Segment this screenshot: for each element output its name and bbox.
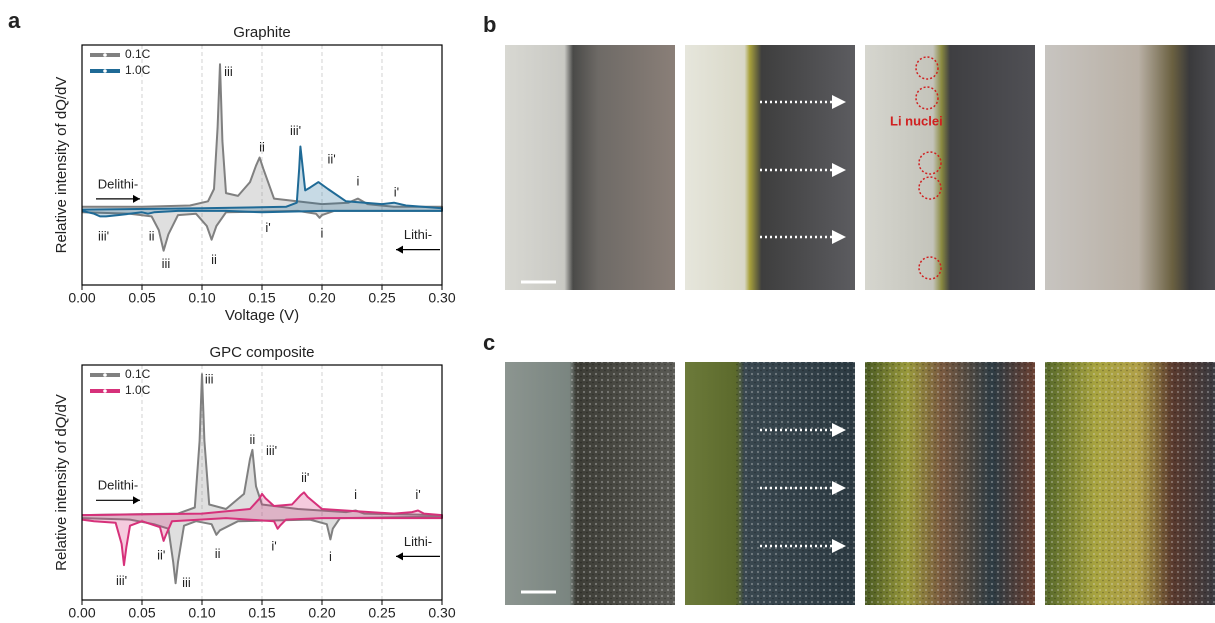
annotation: iii' bbox=[290, 123, 301, 138]
panel-label: b bbox=[483, 12, 496, 37]
x-tick-label: 0.30 bbox=[428, 605, 455, 621]
x-tick-label: 0.05 bbox=[128, 605, 155, 621]
panel-label: c bbox=[483, 330, 495, 355]
legend-marker bbox=[103, 53, 107, 57]
micrograph bbox=[505, 45, 675, 290]
annotation: iii bbox=[182, 575, 191, 590]
micrograph-row-b: Li nuclei bbox=[505, 45, 1215, 290]
annotation: Lithi- bbox=[404, 227, 432, 242]
texture bbox=[865, 362, 1035, 605]
annotation-arrow-head bbox=[133, 496, 140, 505]
annotation: i' bbox=[394, 185, 399, 200]
texture bbox=[1045, 362, 1215, 605]
annotation: ii' bbox=[327, 152, 335, 167]
annotation: i bbox=[321, 226, 324, 241]
data-line bbox=[81, 63, 443, 252]
panel-label: a bbox=[8, 8, 21, 33]
data-line bbox=[81, 491, 443, 567]
legend-label: 0.1C bbox=[125, 367, 151, 381]
arrow-heads bbox=[832, 423, 846, 553]
y-axis-label: Relative intensity of dQ/dV bbox=[53, 77, 70, 254]
annotation: iii bbox=[224, 64, 233, 79]
texture bbox=[570, 362, 675, 605]
x-axis-label: Voltage (V) bbox=[225, 622, 299, 623]
annotation-arrow-head bbox=[396, 245, 403, 254]
x-tick-label: 0.00 bbox=[68, 605, 95, 621]
legend-marker bbox=[103, 69, 107, 73]
annotation: Lithi- bbox=[404, 534, 432, 549]
annotation: ii bbox=[211, 252, 217, 267]
annotation: iii bbox=[205, 372, 214, 387]
x-tick-label: 0.05 bbox=[128, 290, 155, 306]
annotation: i' bbox=[415, 487, 420, 502]
micrograph-row-c bbox=[505, 362, 1215, 605]
x-tick-label: 0.10 bbox=[188, 605, 215, 621]
legend-label: 0.1C bbox=[125, 47, 151, 61]
annotation: i' bbox=[271, 538, 276, 553]
annotation: i bbox=[329, 549, 332, 564]
chart-title: Graphite bbox=[233, 24, 291, 41]
x-tick-label: 0.30 bbox=[428, 290, 455, 306]
annotation: ii' bbox=[301, 470, 309, 485]
annotation: iii bbox=[162, 256, 171, 271]
x-tick-label: 0.20 bbox=[308, 605, 335, 621]
growth-arrows bbox=[760, 428, 832, 548]
data-line bbox=[81, 145, 443, 218]
micrograph bbox=[1045, 45, 1215, 290]
annotation-arrow-head bbox=[396, 552, 403, 561]
annotation: ii bbox=[259, 139, 265, 154]
legend-label: 1.0C bbox=[125, 383, 151, 397]
legend-marker bbox=[103, 389, 107, 393]
x-tick-label: 0.00 bbox=[68, 290, 95, 306]
micrograph bbox=[865, 45, 1035, 290]
annotation: Delithi- bbox=[98, 478, 138, 493]
annotation: ii bbox=[215, 546, 221, 561]
x-tick-label: 0.15 bbox=[248, 605, 275, 621]
image-annotation: Li nuclei bbox=[890, 113, 943, 128]
plot-frame bbox=[81, 364, 443, 601]
arrow-heads bbox=[832, 95, 846, 244]
annotation-arrow-head bbox=[133, 194, 140, 203]
nuclei-circles bbox=[915, 56, 942, 280]
x-tick-label: 0.15 bbox=[248, 290, 275, 306]
x-tick-label: 0.25 bbox=[368, 290, 395, 306]
annotation: ii' bbox=[157, 547, 165, 562]
annotation: iii' bbox=[116, 573, 127, 588]
x-tick-label: 0.20 bbox=[308, 290, 335, 306]
micrograph bbox=[685, 45, 855, 290]
annotation: ii bbox=[149, 228, 155, 243]
legend-marker bbox=[103, 373, 107, 377]
plot-frame bbox=[81, 44, 443, 286]
annotation: i bbox=[357, 174, 360, 189]
annotation: i bbox=[354, 487, 357, 502]
growth-arrows bbox=[760, 100, 832, 239]
annotation: i' bbox=[265, 220, 270, 235]
annotation: Delithi- bbox=[98, 176, 138, 191]
x-tick-label: 0.25 bbox=[368, 605, 395, 621]
x-tick-label: 0.10 bbox=[188, 290, 215, 306]
annotation: iii' bbox=[266, 443, 277, 458]
y-axis-label: Relative intensity of dQ/dV bbox=[53, 394, 70, 571]
legend-label: 1.0C bbox=[125, 63, 151, 77]
chart-title: GPC composite bbox=[209, 344, 314, 361]
annotation: ii bbox=[250, 432, 256, 447]
annotation: iii' bbox=[98, 228, 109, 243]
x-axis-label: Voltage (V) bbox=[225, 307, 299, 324]
